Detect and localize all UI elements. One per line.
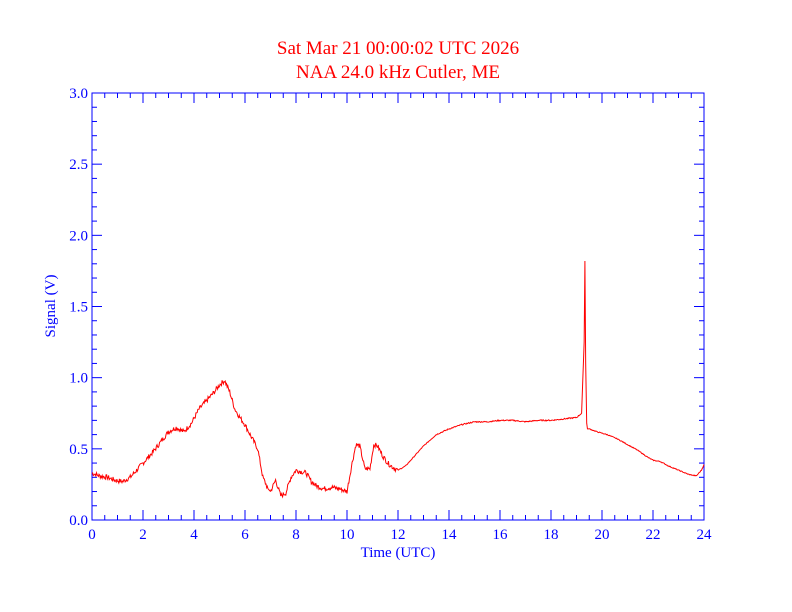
tick-labels: 0 2 4 6 8 10 12 14 16 18 20 22 240.00.51.01.52.02.53…	[69, 86, 712, 543]
x-tick-label: 24	[697, 527, 713, 543]
x-tick-label: 14	[442, 527, 458, 543]
x-tick-label: 12	[391, 527, 406, 543]
y-tick-label: 0.0	[69, 513, 88, 529]
x-tick-label: 6	[241, 527, 249, 543]
x-tick-label: 20	[595, 527, 610, 543]
chart-subtitle: NAA 24.0 kHz Cutler, ME	[296, 62, 500, 83]
y-tick-label: 2.5	[69, 157, 88, 173]
x-tick-label: 2	[139, 527, 147, 543]
x-tick-label: 8	[292, 527, 300, 543]
x-tick-label: 4	[190, 527, 198, 543]
x-tick-label: 16	[493, 527, 509, 543]
y-tick-label: 1.5	[69, 300, 88, 316]
plot-frame	[91, 92, 705, 521]
x-tick-label: 10	[340, 527, 355, 543]
y-tick-label: 2.0	[69, 228, 88, 244]
ticks	[91, 92, 705, 521]
x-tick-label: 22	[646, 527, 661, 543]
signal-series-line	[91, 260, 705, 499]
x-axis-label: Time (UTC)	[361, 545, 436, 561]
y-tick-label: 3.0	[69, 86, 88, 102]
x-tick-label: 0	[88, 527, 96, 543]
x-tick-label: 18	[544, 527, 559, 543]
y-axis-label: Signal (V)	[43, 275, 59, 338]
chart-title: Sat Mar 21 00:00:02 UTC 2026	[277, 38, 519, 59]
y-tick-label: 0.5	[69, 442, 88, 458]
y-tick-label: 1.0	[69, 371, 88, 387]
